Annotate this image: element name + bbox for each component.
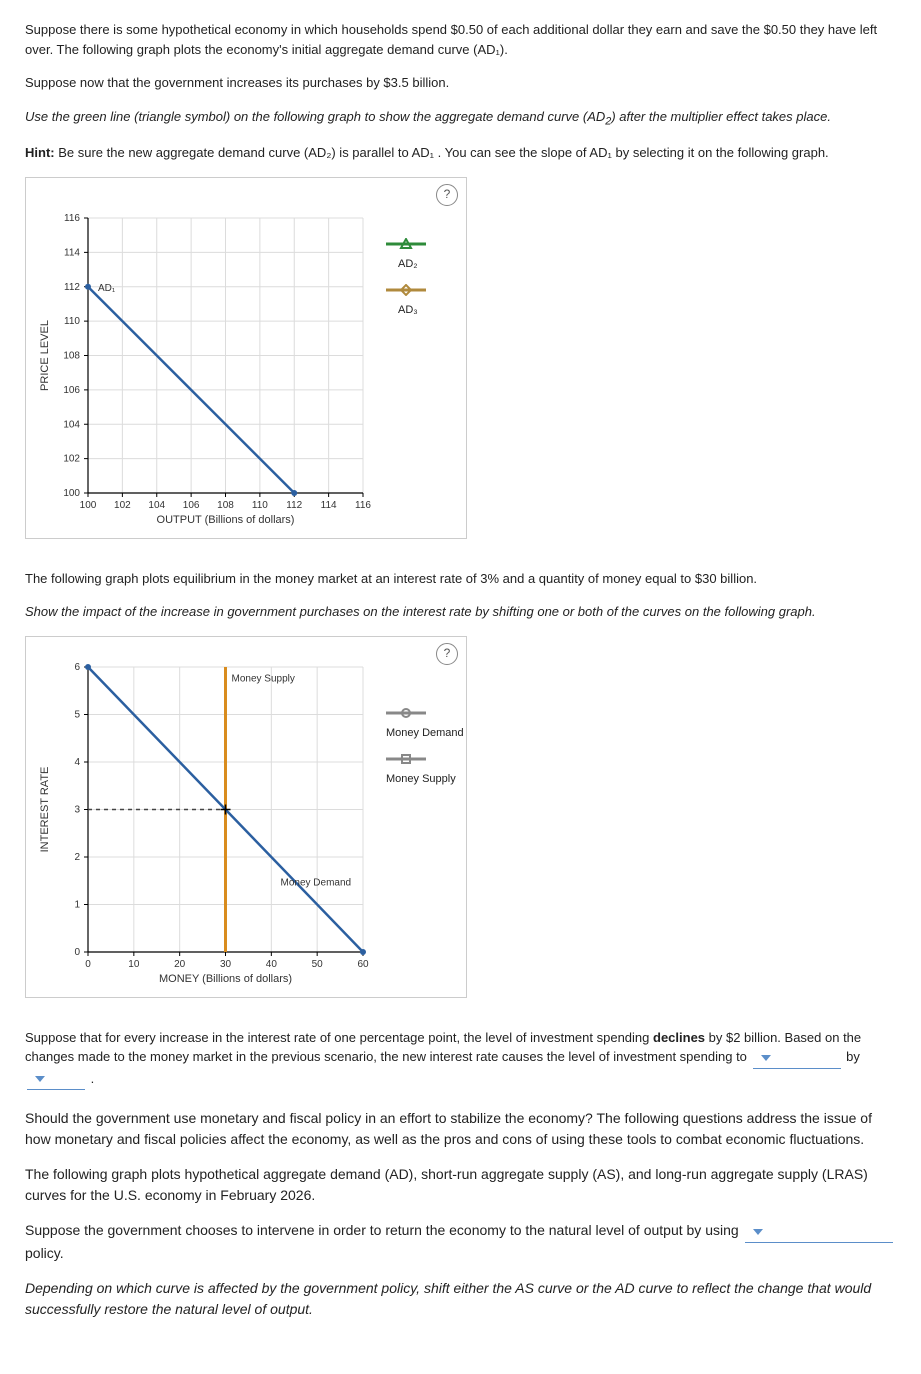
instr1-b: ) after the multiplier effect takes plac… [611, 109, 831, 124]
svg-text:3: 3 [74, 804, 80, 815]
chart2-legend: Money Demand Money Supply [386, 707, 464, 788]
svg-text:Money Demand: Money Demand [281, 877, 352, 888]
q6a: Suppose the government chooses to interv… [25, 1222, 743, 1238]
ad-chart-svg: 100 102 104 106 108 110 112 114 116 100 102 104 106 1… [26, 178, 466, 538]
svg-text:114: 114 [64, 247, 80, 258]
svg-text:0: 0 [85, 959, 91, 970]
svg-text:4: 4 [74, 757, 80, 768]
svg-text:110: 110 [252, 500, 268, 511]
legend-money-supply[interactable] [386, 753, 464, 765]
chevron-down-icon [761, 1055, 771, 1061]
lras-paragraph: The following graph plots hypothetical a… [25, 1164, 896, 1206]
svg-text:1: 1 [74, 899, 80, 910]
shift-instruction: Depending on which curve is affected by … [25, 1278, 896, 1320]
q3a-bold: declines [653, 1030, 705, 1045]
svg-text:60: 60 [357, 959, 369, 970]
svg-text:104: 104 [148, 500, 165, 511]
svg-text:AD₁: AD₁ [98, 283, 116, 294]
stabilize-paragraph: Should the government use monetary and f… [25, 1108, 896, 1150]
hint-body: Be sure the new aggregate demand curve (… [55, 145, 829, 160]
svg-text:Money Supply: Money Supply [232, 673, 295, 684]
q3d: . [87, 1071, 94, 1086]
svg-text:0: 0 [74, 947, 80, 958]
hint-line: Hint: Be sure the new aggregate demand c… [25, 143, 896, 163]
svg-text:6: 6 [74, 662, 80, 673]
help-icon[interactable]: ? [436, 184, 458, 206]
svg-text:108: 108 [217, 500, 234, 511]
intervene-paragraph: Suppose the government chooses to interv… [25, 1220, 896, 1264]
svg-text:116: 116 [64, 213, 80, 224]
legend-ad2[interactable] [386, 238, 426, 250]
svg-text:104: 104 [63, 419, 80, 430]
svg-text:50: 50 [312, 959, 324, 970]
instruction-1: Use the green line (triangle symbol) on … [25, 107, 896, 130]
svg-text:106: 106 [183, 500, 200, 511]
money-graph-container[interactable]: ? 0 10 20 30 40 50 60 0 1 2 3 4 5 6 MONEY (Billions of… [25, 636, 467, 998]
mid-instruction: Show the impact of the increase in gover… [25, 602, 896, 622]
svg-text:5: 5 [74, 709, 80, 720]
q3c: by [843, 1049, 860, 1064]
svg-text:108: 108 [63, 350, 80, 361]
amount-dropdown[interactable] [27, 1069, 85, 1091]
svg-text:110: 110 [64, 316, 80, 327]
legend-ad3[interactable] [386, 284, 426, 296]
svg-text:102: 102 [114, 500, 131, 511]
investment-question: Suppose that for every increase in the i… [25, 1028, 896, 1091]
help-icon-2[interactable]: ? [436, 643, 458, 665]
svg-text:102: 102 [63, 453, 80, 464]
svg-text:20: 20 [174, 959, 186, 970]
legend-ms-label: Money Supply [386, 771, 464, 788]
svg-text:116: 116 [355, 500, 371, 511]
svg-text:INTEREST RATE: INTEREST RATE [39, 766, 51, 852]
svg-text:40: 40 [266, 959, 278, 970]
instr1-a: Use the green line (triangle symbol) on … [25, 109, 587, 124]
svg-text:112: 112 [64, 282, 80, 293]
svg-text:30: 30 [220, 959, 232, 970]
direction-dropdown[interactable] [753, 1047, 841, 1069]
intro-paragraph-2: Suppose now that the government increase… [25, 73, 896, 93]
hint-label: Hint: [25, 145, 55, 160]
svg-text:OUTPUT (Billions of dollars): OUTPUT (Billions of dollars) [157, 514, 295, 526]
chevron-down-icon [35, 1076, 45, 1082]
svg-text:PRICE LEVEL: PRICE LEVEL [39, 320, 51, 391]
svg-text:114: 114 [321, 500, 337, 511]
policy-dropdown[interactable] [745, 1220, 893, 1243]
intro-paragraph-1: Suppose there is some hypothetical econo… [25, 20, 896, 59]
legend-ad3-label: AD₃ [398, 302, 426, 319]
q3a: Suppose that for every increase in the i… [25, 1030, 653, 1045]
mid-paragraph-1: The following graph plots equilibrium in… [25, 569, 896, 589]
svg-text:100: 100 [63, 488, 80, 499]
chart1-legend: AD₂ AD₃ [386, 238, 426, 319]
chevron-down-icon [753, 1229, 763, 1235]
legend-money-demand[interactable] [386, 707, 464, 719]
money-chart-svg: 0 10 20 30 40 50 60 0 1 2 3 4 5 6 MONEY (Billions of d… [26, 637, 466, 997]
svg-text:2: 2 [74, 852, 80, 863]
svg-text:100: 100 [80, 500, 97, 511]
ad-graph-container[interactable]: ? 10010210410610811011211411610010210410… [25, 177, 467, 539]
svg-text:106: 106 [63, 385, 80, 396]
svg-text:MONEY (Billions of dollars): MONEY (Billions of dollars) [159, 973, 292, 985]
svg-text:112: 112 [286, 500, 302, 511]
svg-text:10: 10 [128, 959, 140, 970]
q6b: policy. [25, 1245, 64, 1261]
legend-md-label: Money Demand [386, 725, 464, 742]
legend-ad2-label: AD₂ [398, 256, 426, 273]
